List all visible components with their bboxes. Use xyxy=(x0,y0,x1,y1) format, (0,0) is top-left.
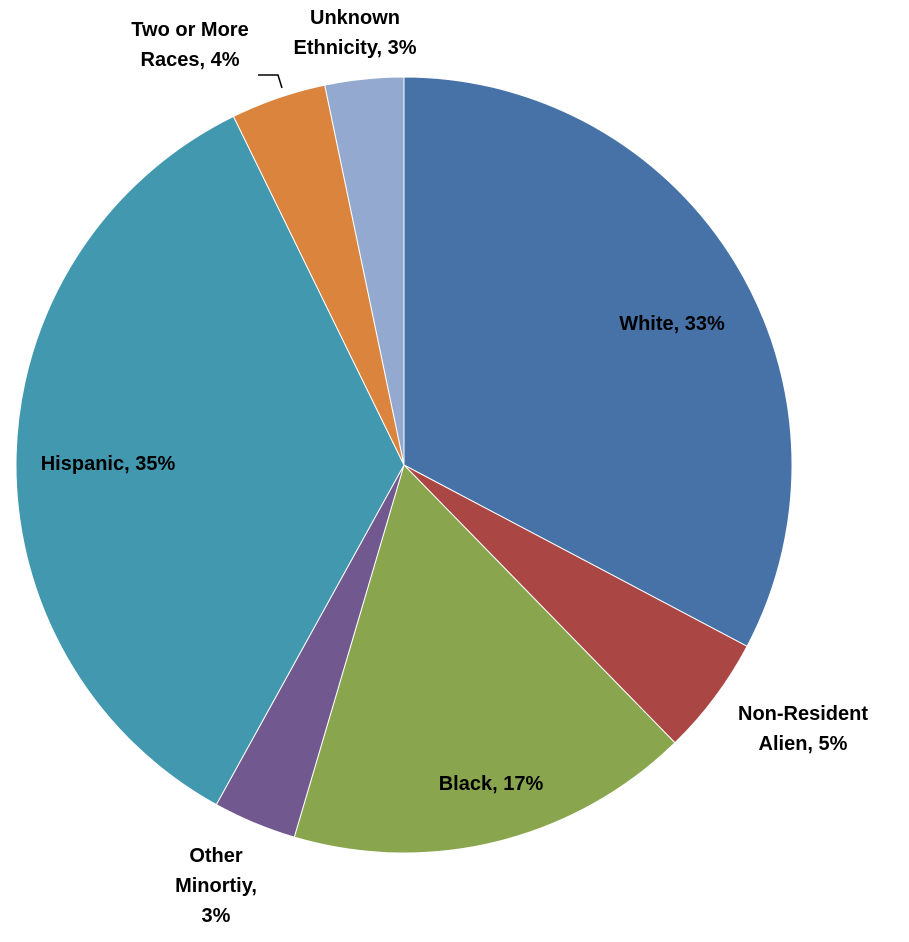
slice-label-hispanic: Hispanic, 35% xyxy=(41,453,176,475)
slice-hispanic xyxy=(15,115,405,806)
slice-label-line: Ethnicity, 3% xyxy=(294,37,417,59)
leader-lines xyxy=(258,74,283,89)
slice-label-non-resident-alien: Non-Resident Alien, 5% xyxy=(738,703,868,755)
slice-white xyxy=(403,76,793,647)
slice-label-line: Other xyxy=(189,845,243,867)
slice-label-unknown-ethnicity: Unknown Ethnicity, 3% xyxy=(294,7,417,59)
slice-label-line: Hispanic, 35% xyxy=(41,453,176,475)
slice-label-black: Black, 17% xyxy=(439,773,544,795)
slice-label-line: Minortiy, xyxy=(175,875,257,897)
slice-label-two-or-more-races: Two or More Races, 4% xyxy=(131,19,248,71)
slice-label-white: White, 33% xyxy=(619,313,725,335)
slice-label-line: Black, 17% xyxy=(439,773,544,795)
slice-label-line: 3% xyxy=(202,905,231,927)
slice-label-line: Unknown xyxy=(310,7,400,29)
pie-slices xyxy=(15,76,793,854)
slice-black xyxy=(293,464,676,854)
slice-label-line: Non-Resident xyxy=(738,703,868,725)
slice-label-line: Alien, 5% xyxy=(759,733,848,755)
slice-label-line: Races, 4% xyxy=(141,49,240,71)
slice-label-other-minortiy: Other Minortiy, 3% xyxy=(175,845,257,927)
slice-labels: White, 33% Non-Resident Alien, 5% Black, 17… xyxy=(41,7,869,927)
slice-label-line: Two or More xyxy=(131,19,248,41)
slice-unknown-ethnicity xyxy=(324,76,405,466)
leader-line-two-or-more-races xyxy=(258,74,283,89)
slice-label-line: White, 33% xyxy=(619,313,725,335)
